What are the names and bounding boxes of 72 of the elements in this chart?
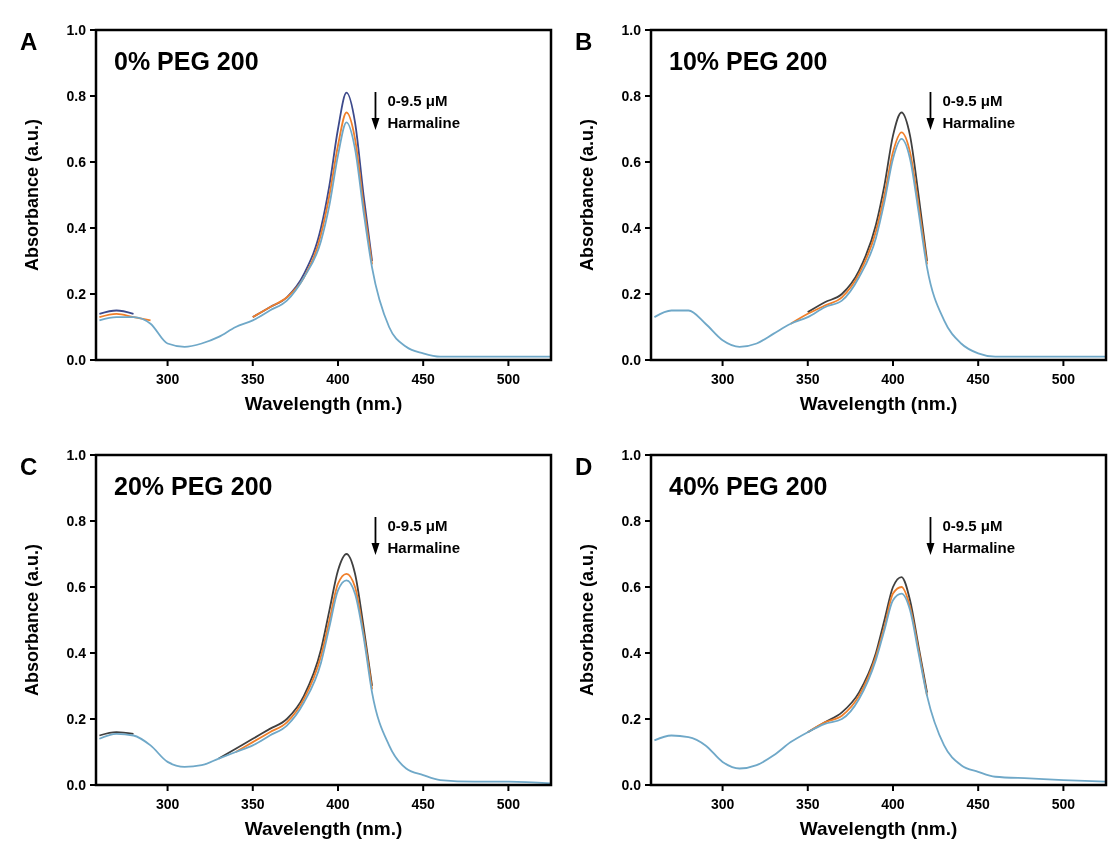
x-tick-label: 500 <box>496 796 521 812</box>
line-series <box>98 579 552 785</box>
x-tick-label: 350 <box>241 796 265 812</box>
text: A <box>20 28 38 55</box>
x-axis-title: Wavelength (nm.) <box>799 818 958 839</box>
y-axis-title: Absorbance (a.u.) <box>577 543 597 697</box>
x-tick-label: 350 <box>796 371 820 387</box>
x-tick-label: 400 <box>326 796 350 812</box>
y-axis-title: Absorbance (a.u.) <box>22 543 42 697</box>
x-tick-label: 400 <box>326 371 350 387</box>
y-tick-label: 0.0 <box>621 352 642 368</box>
text: C <box>20 453 38 480</box>
y-tick-label: 0.8 <box>621 88 642 104</box>
x-tick-label: 400 <box>881 796 905 812</box>
x-tick-label: 450 <box>411 796 436 812</box>
annotation: 0-9.5 μM <box>387 92 448 109</box>
text: 20% PEG 200 <box>114 472 273 500</box>
x-axis-title: Wavelength (nm.) <box>799 393 958 414</box>
annotation: 0-9.5 μM <box>387 517 448 534</box>
y-tick-label: 0.4 <box>621 220 642 236</box>
x-tick-label: 300 <box>710 371 735 387</box>
y-axis-title: Absorbance (a.u.) <box>22 118 42 272</box>
text: B <box>575 28 593 55</box>
annotation: Harmaline <box>387 114 461 131</box>
x-tick-label: 300 <box>155 796 180 812</box>
y-tick-label: 0.0 <box>66 352 87 368</box>
x-tick-label: 450 <box>966 371 991 387</box>
y-tick-label: 0.6 <box>621 154 642 170</box>
x-tick-label: 500 <box>1051 371 1076 387</box>
x-tick-label: 300 <box>155 371 180 387</box>
annotation: Harmaline <box>942 114 1016 131</box>
y-tick-label: 1.0 <box>621 22 642 38</box>
y-tick-label: 0.2 <box>621 286 642 302</box>
text: 40% PEG 200 <box>669 472 828 500</box>
x-tick-label: 500 <box>1051 796 1076 812</box>
y-tick-label: 0.2 <box>66 711 87 727</box>
y-tick-label: 0.8 <box>66 513 87 529</box>
y-tick-label: 0.4 <box>66 220 87 236</box>
x-tick-label: 350 <box>796 796 820 812</box>
text: 10% PEG 200 <box>669 47 828 75</box>
y-tick-label: 0.4 <box>66 645 87 661</box>
y-tick-label: 0.6 <box>66 154 87 170</box>
text: 0% PEG 200 <box>114 47 259 75</box>
annotation: 0-9.5 μM <box>942 517 1003 534</box>
y-tick-label: 1.0 <box>66 22 87 38</box>
x-axis-title: Wavelength (nm.) <box>244 393 403 414</box>
y-tick-label: 0.2 <box>66 286 87 302</box>
x-tick-label: 400 <box>881 371 905 387</box>
line-series <box>653 138 1107 358</box>
x-axis-title: Wavelength (nm.) <box>244 818 403 839</box>
text: D <box>575 453 593 480</box>
y-tick-label: 0.8 <box>66 88 87 104</box>
y-axis-title: Absorbance (a.u.) <box>577 118 597 272</box>
y-tick-label: 0.6 <box>66 579 87 595</box>
y-tick-label: 1.0 <box>66 447 87 463</box>
y-tick-label: 0.2 <box>621 711 642 727</box>
line-series <box>806 111 928 314</box>
annotation: Harmaline <box>942 539 1016 556</box>
annotation: Harmaline <box>387 539 461 556</box>
x-tick-label: 450 <box>966 796 991 812</box>
y-tick-label: 0.8 <box>621 513 642 529</box>
x-tick-label: 450 <box>411 371 436 387</box>
y-tick-label: 1.0 <box>621 447 642 463</box>
annotation: 0-9.5 μM <box>942 92 1003 109</box>
x-tick-label: 350 <box>241 371 265 387</box>
x-tick-label: 500 <box>496 371 521 387</box>
x-tick-label: 300 <box>710 796 735 812</box>
y-tick-label: 0.0 <box>621 777 642 793</box>
y-tick-label: 0.0 <box>66 777 87 793</box>
line-series <box>653 592 1107 783</box>
y-tick-label: 0.6 <box>621 579 642 595</box>
y-tick-label: 0.4 <box>621 645 642 661</box>
